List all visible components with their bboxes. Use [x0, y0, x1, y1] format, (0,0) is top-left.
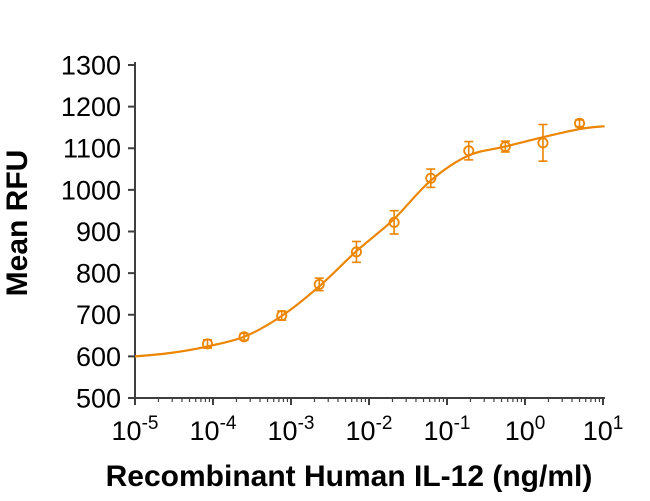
data-point-group [313, 277, 325, 292]
x-tick-label: 10-2 [346, 413, 393, 446]
x-tick-label: 10-5 [112, 413, 159, 446]
data-point-group [537, 123, 549, 162]
data-point-group [425, 168, 437, 189]
data-point-group [350, 240, 362, 264]
data-point-marker [425, 172, 437, 184]
x-axis-title: Recombinant Human IL-12 (ng/ml) [106, 460, 593, 493]
series [134, 117, 605, 358]
x-tick-label: 10-3 [268, 413, 315, 446]
y-tick-label: 1200 [61, 92, 121, 122]
data-point-marker [238, 331, 250, 343]
data-point-marker [537, 137, 549, 149]
data-point-group [499, 140, 511, 153]
y-tick-label: 800 [76, 259, 121, 289]
y-tick-label: 700 [76, 300, 121, 330]
x-tick-label: 10-4 [190, 413, 237, 446]
data-point-marker [463, 145, 475, 157]
data-point-group [238, 331, 250, 343]
data-point-group [388, 209, 400, 235]
y-tick-label: 600 [76, 342, 121, 372]
x-tick-label: 101 [583, 413, 624, 446]
x-tick-label: 10-1 [424, 413, 471, 446]
y-tick-label: 1300 [61, 50, 121, 80]
data-point-group [201, 338, 213, 350]
y-tick-label: 1100 [63, 134, 121, 164]
data-point-marker [350, 246, 362, 258]
data-point-group [276, 310, 288, 322]
data-point-group [463, 140, 475, 161]
data-point-marker [201, 338, 213, 350]
data-point-marker [499, 141, 511, 153]
x-tick-label: 100 [505, 413, 546, 446]
data-point-marker [313, 278, 325, 290]
axes: 500 600 700 800 900 1000 1100 1200 1300 10-5 10-4 1… [61, 50, 623, 446]
fit-curve [134, 125, 605, 358]
data-point-marker [574, 117, 586, 129]
data-point-marker [388, 216, 400, 228]
y-tick-label: 900 [76, 217, 121, 247]
data-point-group [574, 117, 586, 129]
y-tick-label: 1000 [61, 175, 121, 205]
y-axis-title: Mean RFU [1, 150, 34, 297]
y-tick-label: 500 [76, 383, 121, 413]
data-point-marker [276, 310, 288, 322]
